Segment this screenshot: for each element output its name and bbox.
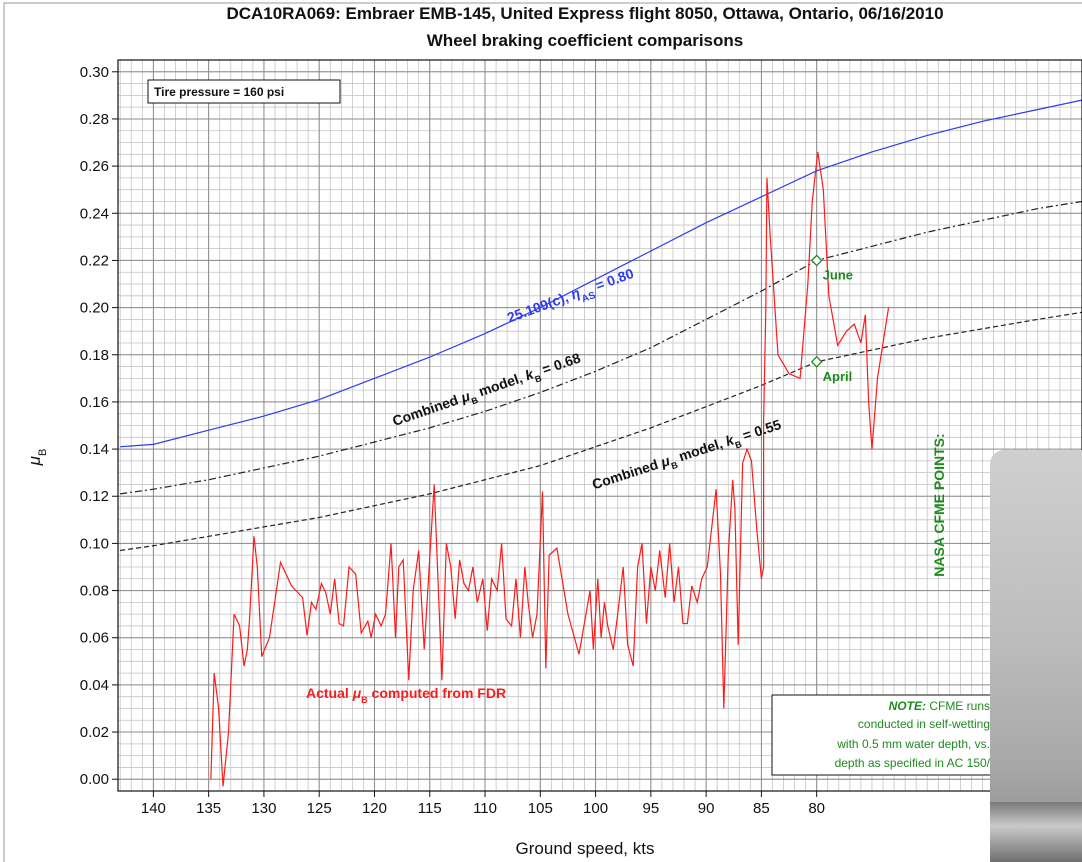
note-lead: NOTE: xyxy=(889,699,926,713)
overlay-photo xyxy=(990,450,1082,862)
y-tick-label: 0.14 xyxy=(80,441,109,458)
x-tick-label: 110 xyxy=(473,800,497,817)
cfme-point-label: April xyxy=(823,369,853,384)
x-tick-label: 135 xyxy=(196,800,221,817)
label-part: Actual xyxy=(306,685,353,701)
series-line xyxy=(120,100,1082,447)
x-tick-label: 120 xyxy=(362,800,387,817)
y-tick-label: 0.30 xyxy=(80,64,109,81)
y-tick-label: 0.12 xyxy=(80,488,109,505)
x-tick-label: 85 xyxy=(753,800,770,817)
y-tick-label: 0.18 xyxy=(80,347,109,364)
label-part: 25.109(c), xyxy=(505,287,574,325)
y-axis-label: μB xyxy=(25,449,49,467)
y-tick-label: 0.10 xyxy=(80,535,109,552)
x-axis-label: Ground speed, kts xyxy=(516,839,655,858)
chart-title: DCA10RA069: Embraer EMB-145, United Expr… xyxy=(226,4,943,23)
x-tick-label: 105 xyxy=(528,800,553,817)
label-part: Combined xyxy=(390,390,464,429)
note-line: depth as specified in AC 150/ xyxy=(835,756,991,770)
series-label: Combined μB model, kB = 0.68 xyxy=(390,349,584,432)
x-tick-label: 90 xyxy=(698,800,715,817)
x-tick-label: 100 xyxy=(583,800,608,817)
y-tick-label: 0.20 xyxy=(80,300,109,317)
note-text: CFME runs xyxy=(926,699,990,713)
y-tick-label: 0.08 xyxy=(80,583,109,600)
y-tick-label: 0.06 xyxy=(80,630,109,647)
label-part: computed from FDR xyxy=(368,685,506,701)
chart: DCA10RA069: Embraer EMB-145, United Expr… xyxy=(0,0,1082,862)
y-tick-label: 0.24 xyxy=(80,205,109,222)
cfme-point-label: June xyxy=(823,267,853,282)
note-line: with 0.5 mm water depth, vs. xyxy=(836,737,990,751)
x-tick-label: 80 xyxy=(808,800,825,817)
y-tick-label: 0.22 xyxy=(80,252,109,269)
y-tick-label: 0.04 xyxy=(80,677,109,694)
x-tick-label: 125 xyxy=(307,800,332,817)
x-tick-label: 140 xyxy=(141,800,166,817)
photo-ledge xyxy=(990,802,1082,862)
chart-subtitle: Wheel braking coefficient comparisons xyxy=(427,31,743,50)
x-tick-label: 95 xyxy=(643,800,660,817)
grid xyxy=(118,60,1082,791)
tire-pressure-note: Tire pressure = 160 psi xyxy=(154,85,284,99)
y-axis-label-subscript: B xyxy=(37,449,49,456)
points-title: NASA CFME POINTS: xyxy=(931,433,947,576)
y-tick-label: 0.00 xyxy=(80,771,109,788)
label-part: = 0.68 xyxy=(536,349,582,378)
series-label: Actual μB computed from FDR xyxy=(306,685,506,705)
label-part: Combined xyxy=(590,455,664,493)
x-tick-label: 130 xyxy=(251,800,276,817)
x-tick-label: 115 xyxy=(418,800,442,817)
label-part: = 0.55 xyxy=(737,416,783,445)
y-tick-label: 0.26 xyxy=(80,158,109,175)
y-tick-label: 0.28 xyxy=(80,111,109,128)
cfme-point xyxy=(812,357,822,367)
y-tick-label: 0.02 xyxy=(80,724,109,741)
y-tick-label: 0.16 xyxy=(80,394,109,411)
cfme-point xyxy=(812,255,822,265)
label-part: model, xyxy=(473,368,528,400)
note-line: conducted in self-wetting xyxy=(858,717,990,731)
note-line: NOTE: CFME runs xyxy=(889,699,990,713)
page: {"chart_data": { "type": "line", "title"… xyxy=(0,0,1082,862)
